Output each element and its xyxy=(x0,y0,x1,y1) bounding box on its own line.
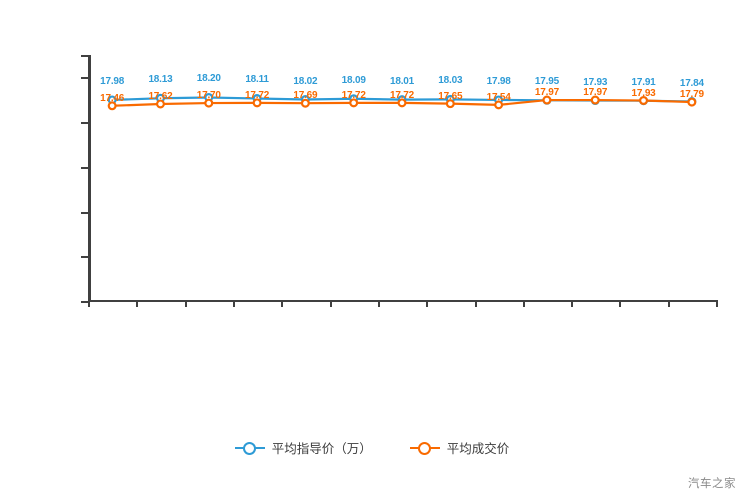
data-point-marker[interactable] xyxy=(639,96,649,106)
x-axis-tick xyxy=(136,302,139,307)
x-axis-tick xyxy=(232,302,235,307)
x-axis-tick xyxy=(329,302,332,307)
data-point-marker[interactable] xyxy=(349,98,359,108)
y-axis xyxy=(88,55,91,302)
legend: 平均指导价（万） 平均成交价 xyxy=(0,438,744,457)
x-axis-tick xyxy=(716,302,718,307)
data-point-marker[interactable] xyxy=(252,98,262,108)
data-point-marker[interactable] xyxy=(204,98,214,108)
circle-marker-icon xyxy=(409,441,440,455)
x-axis-tick xyxy=(522,302,525,307)
legend-item-series-1[interactable]: 平均指导价（万） xyxy=(234,438,372,457)
x-axis-tick xyxy=(667,302,670,307)
data-point-marker[interactable] xyxy=(445,99,455,109)
data-point-marker[interactable] xyxy=(590,95,600,105)
x-axis-tick xyxy=(184,302,187,307)
x-axis-tick xyxy=(426,302,429,307)
x-axis-tick xyxy=(619,302,622,307)
data-point-marker[interactable] xyxy=(542,95,552,105)
y-axis-tick xyxy=(81,301,88,303)
x-axis-tick xyxy=(571,302,574,307)
x-axis xyxy=(88,300,718,302)
y-axis-tick xyxy=(81,256,88,259)
y-axis-tick xyxy=(81,55,88,57)
watermark: 汽车之家 xyxy=(688,476,736,490)
data-point-marker[interactable] xyxy=(155,99,165,109)
data-point-marker[interactable] xyxy=(494,100,504,110)
legend-label-series-2: 平均成交价 xyxy=(446,441,510,456)
legend-label-series-1: 平均指导价（万） xyxy=(271,441,372,456)
y-axis-tick xyxy=(81,211,88,214)
data-point-marker[interactable] xyxy=(300,98,310,108)
circle-marker-icon xyxy=(234,441,265,455)
x-axis-tick xyxy=(474,302,477,307)
y-axis-tick xyxy=(81,77,88,80)
x-axis-tick xyxy=(281,302,284,307)
plot-area xyxy=(88,55,716,301)
y-axis-tick xyxy=(81,166,88,169)
x-axis-tick xyxy=(88,302,90,307)
x-axis-tick xyxy=(377,302,380,307)
legend-item-series-2[interactable]: 平均成交价 xyxy=(409,438,510,457)
data-point-marker[interactable] xyxy=(687,97,697,107)
y-tick-layer xyxy=(81,55,91,303)
data-point-marker[interactable] xyxy=(397,98,407,108)
series-layer xyxy=(107,92,697,111)
data-point-marker[interactable] xyxy=(107,101,117,111)
x-tick-layer xyxy=(88,300,718,308)
y-axis-tick xyxy=(81,122,88,125)
